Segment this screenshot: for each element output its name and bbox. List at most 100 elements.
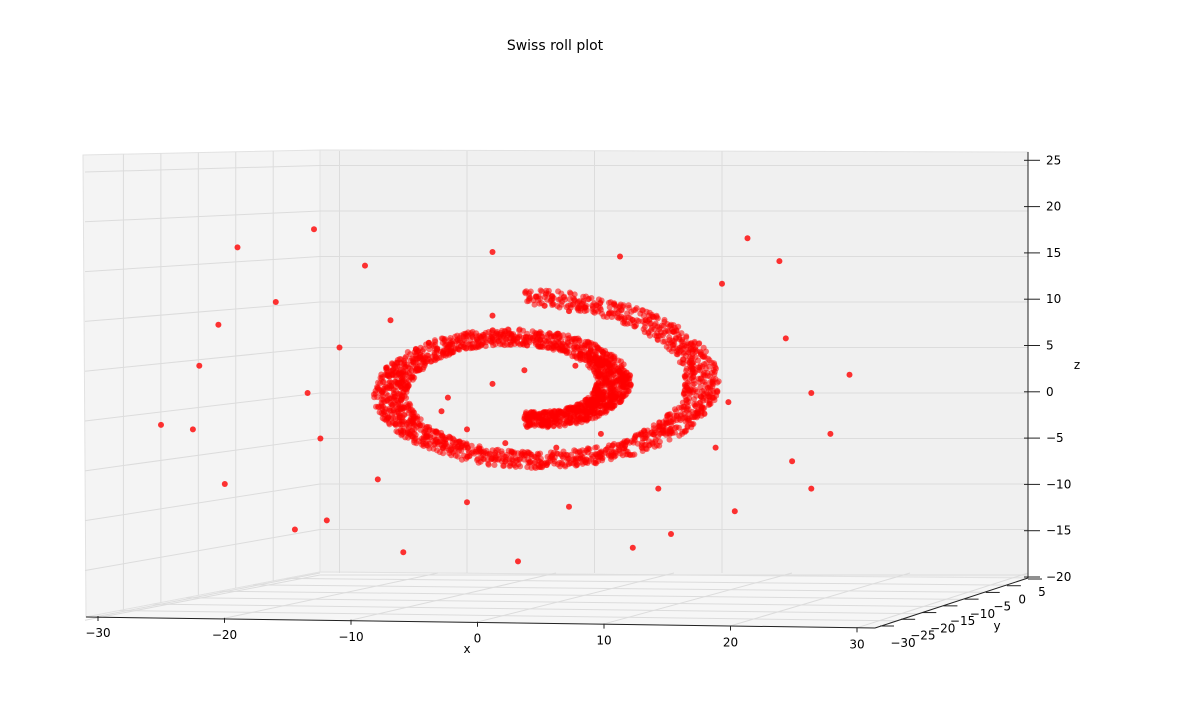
data-point — [548, 410, 555, 416]
data-point — [627, 381, 634, 388]
data-point — [424, 352, 430, 359]
data-point — [725, 399, 732, 406]
data-point — [408, 417, 415, 424]
data-point — [714, 388, 721, 395]
x-tick-label: −30 — [85, 626, 110, 640]
data-point — [685, 415, 692, 422]
data-point — [606, 299, 612, 306]
data-point — [608, 371, 614, 378]
data-point — [680, 390, 687, 396]
data-point — [706, 357, 713, 364]
data-point — [605, 356, 612, 363]
data-point — [475, 338, 482, 345]
data-point — [527, 295, 534, 301]
data-point — [629, 317, 636, 323]
data-point — [656, 423, 663, 430]
data-point — [420, 443, 427, 449]
data-point — [731, 508, 738, 515]
data-point — [699, 353, 706, 360]
grid-line — [84, 256, 321, 273]
data-point — [500, 462, 507, 469]
data-point — [658, 322, 665, 329]
data-point — [521, 338, 528, 345]
data-point — [573, 335, 580, 342]
data-point — [451, 443, 458, 450]
data-point — [469, 328, 476, 335]
data-point — [577, 356, 584, 363]
data-point — [594, 453, 601, 460]
data-point — [452, 448, 458, 455]
data-point — [776, 258, 783, 265]
data-point — [600, 396, 607, 403]
data-point — [692, 344, 699, 351]
data-point — [638, 430, 645, 436]
data-point — [374, 476, 381, 483]
data-point — [652, 429, 659, 436]
data-point — [402, 434, 409, 441]
data-point — [611, 301, 618, 308]
data-point — [551, 415, 558, 422]
grid-line — [84, 392, 321, 422]
axes-panes — [82, 149, 1029, 629]
data-point — [687, 386, 694, 393]
data-point — [593, 382, 600, 389]
data-point — [683, 334, 690, 341]
data-point — [470, 448, 477, 455]
data-point — [642, 317, 649, 324]
data-point — [495, 337, 502, 344]
data-point — [426, 424, 433, 431]
z-tick-label: −5 — [1046, 431, 1064, 445]
data-point — [666, 337, 673, 343]
data-point — [416, 355, 423, 361]
data-point — [515, 558, 521, 565]
data-point — [675, 415, 682, 422]
data-point — [395, 401, 402, 408]
data-point — [688, 364, 695, 371]
data-point — [433, 428, 440, 435]
data-point — [591, 309, 598, 316]
data-point — [380, 385, 387, 392]
data-point — [808, 390, 815, 396]
data-point — [566, 459, 573, 466]
data-point — [571, 407, 578, 414]
data-point — [808, 485, 815, 492]
data-point — [432, 438, 439, 445]
data-point — [461, 344, 468, 351]
data-point — [651, 322, 658, 329]
data-point — [827, 430, 834, 437]
tick-marks-and-labels: −30 −20 −10 0 10 20 30 −30−25−20−15−10−505−20−1… — [85, 153, 1071, 651]
data-point — [588, 295, 595, 301]
data-point — [415, 421, 422, 428]
data-point — [538, 288, 545, 295]
data-point — [615, 444, 622, 451]
data-point — [583, 353, 589, 360]
data-point — [504, 341, 511, 348]
data-point — [576, 401, 583, 408]
data-point — [602, 347, 609, 354]
data-point — [549, 456, 556, 462]
data-point — [659, 429, 666, 436]
data-point — [667, 322, 674, 329]
data-point — [549, 300, 556, 307]
data-point — [550, 295, 557, 302]
data-point — [593, 444, 600, 451]
data-point — [409, 355, 416, 362]
data-point — [696, 364, 703, 371]
data-point — [581, 449, 588, 456]
data-point — [711, 360, 718, 367]
data-point — [578, 419, 585, 426]
data-point — [608, 453, 615, 460]
data-point — [402, 363, 409, 370]
grid-line — [152, 603, 919, 615]
data-point — [553, 444, 560, 451]
data-point — [489, 312, 496, 319]
data-point — [554, 303, 561, 309]
data-point — [698, 393, 704, 400]
data-point — [215, 321, 222, 328]
data-point — [657, 329, 664, 336]
data-point — [689, 381, 696, 388]
data-point — [485, 461, 492, 468]
data-point — [691, 338, 698, 345]
data-point — [404, 349, 411, 355]
data-point — [597, 300, 604, 307]
